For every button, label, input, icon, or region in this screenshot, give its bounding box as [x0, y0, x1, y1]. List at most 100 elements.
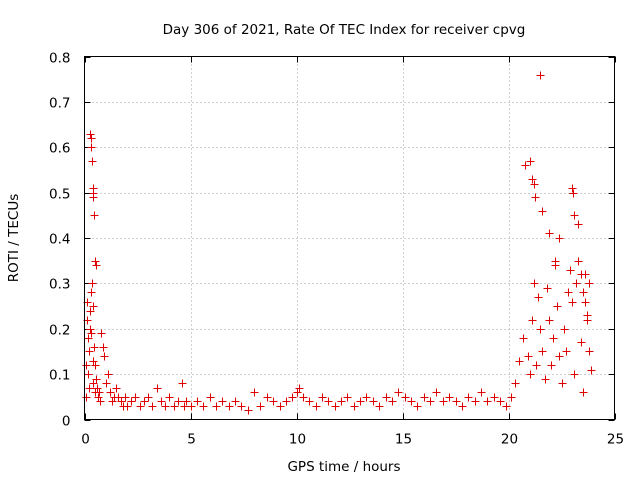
data-point: [157, 397, 166, 406]
data-point: [136, 402, 145, 411]
chart-title: Day 306 of 2021, Rate Of TEC Index for r…: [163, 22, 526, 38]
data-point: [250, 388, 259, 397]
y-tick-label: 0.4: [49, 232, 70, 248]
data-point: [193, 397, 202, 406]
data-point: [100, 352, 109, 361]
data-point: [579, 288, 588, 297]
data-point: [587, 366, 596, 375]
data-point: [585, 347, 594, 356]
plot-frame: [84, 56, 615, 420]
data-point: [225, 402, 234, 411]
data-point: [165, 393, 174, 402]
x-tick-label: 15: [395, 432, 412, 448]
data-point: [507, 393, 516, 402]
data-point: [87, 329, 96, 338]
data-point: [102, 379, 111, 388]
data-point: [555, 352, 564, 361]
data-point: [545, 316, 554, 325]
data-point: [536, 71, 545, 80]
x-axis-title: GPS time / hours: [287, 459, 400, 475]
data-point: [89, 302, 98, 311]
data-point: [131, 393, 140, 402]
data-point: [148, 402, 157, 411]
data-point: [170, 402, 179, 411]
data-point: [521, 161, 530, 170]
data-point: [530, 279, 539, 288]
data-point: [104, 370, 113, 379]
data-point: [117, 397, 126, 406]
data-point: [572, 279, 581, 288]
data-point: [519, 334, 528, 343]
data-point: [92, 375, 101, 384]
data-point: [85, 384, 94, 393]
data-point: [413, 402, 422, 411]
data-point: [86, 325, 95, 334]
data-point: [90, 211, 99, 220]
data-point: [543, 284, 552, 293]
data-point: [180, 402, 189, 411]
data-point: [545, 229, 554, 238]
data-point: [538, 347, 547, 356]
data-point: [82, 361, 91, 370]
data-point: [269, 397, 278, 406]
data-point: [432, 388, 441, 397]
data-point: [401, 393, 410, 402]
data-point: [350, 402, 359, 411]
data-point: [123, 402, 132, 411]
data-point: [106, 388, 115, 397]
data-point: [161, 402, 170, 411]
data-point: [562, 347, 571, 356]
data-point: [526, 370, 535, 379]
y-tick-label: 0.5: [49, 187, 70, 203]
data-point: [382, 393, 391, 402]
data-point: [276, 402, 285, 411]
data-point: [84, 334, 93, 343]
y-tick-label: 0: [62, 414, 71, 430]
data-point: [388, 397, 397, 406]
data-point: [458, 402, 467, 411]
data-point: [570, 370, 579, 379]
data-point: [90, 343, 99, 352]
y-tick-label: 0.6: [49, 141, 70, 157]
data-point: [91, 257, 100, 266]
data-point: [199, 402, 208, 411]
data-point: [362, 393, 371, 402]
data-point: [282, 397, 291, 406]
data-point: [305, 397, 314, 406]
data-point: [496, 397, 505, 406]
data-point: [263, 393, 272, 402]
data-point: [91, 361, 100, 370]
data-point: [231, 397, 240, 406]
data-point: [324, 397, 333, 406]
data-point: [99, 343, 108, 352]
data-point: [445, 393, 454, 402]
data-point: [407, 397, 416, 406]
data-point: [127, 397, 136, 406]
data-point: [547, 361, 556, 370]
data-point: [337, 397, 346, 406]
data-point: [531, 193, 540, 202]
data-point: [86, 307, 95, 316]
data-point: [87, 288, 96, 297]
data-point: [85, 347, 94, 356]
data-point: [569, 189, 578, 198]
data-point: [88, 279, 97, 288]
data-point: [108, 397, 117, 406]
data-point: [528, 175, 537, 184]
data-point: [318, 393, 327, 402]
data-point: [549, 334, 558, 343]
x-tick-label: 5: [187, 432, 196, 448]
data-point: [585, 279, 594, 288]
data-point: [577, 338, 586, 347]
data-point: [574, 220, 583, 229]
y-tick-label: 0.2: [49, 323, 70, 339]
data-point: [343, 393, 352, 402]
data-point: [331, 402, 340, 411]
data-point: [94, 393, 103, 402]
data-point: [528, 316, 537, 325]
data-point: [140, 397, 149, 406]
data-point: [394, 388, 403, 397]
data-point: [471, 397, 480, 406]
data-point: [558, 379, 567, 388]
